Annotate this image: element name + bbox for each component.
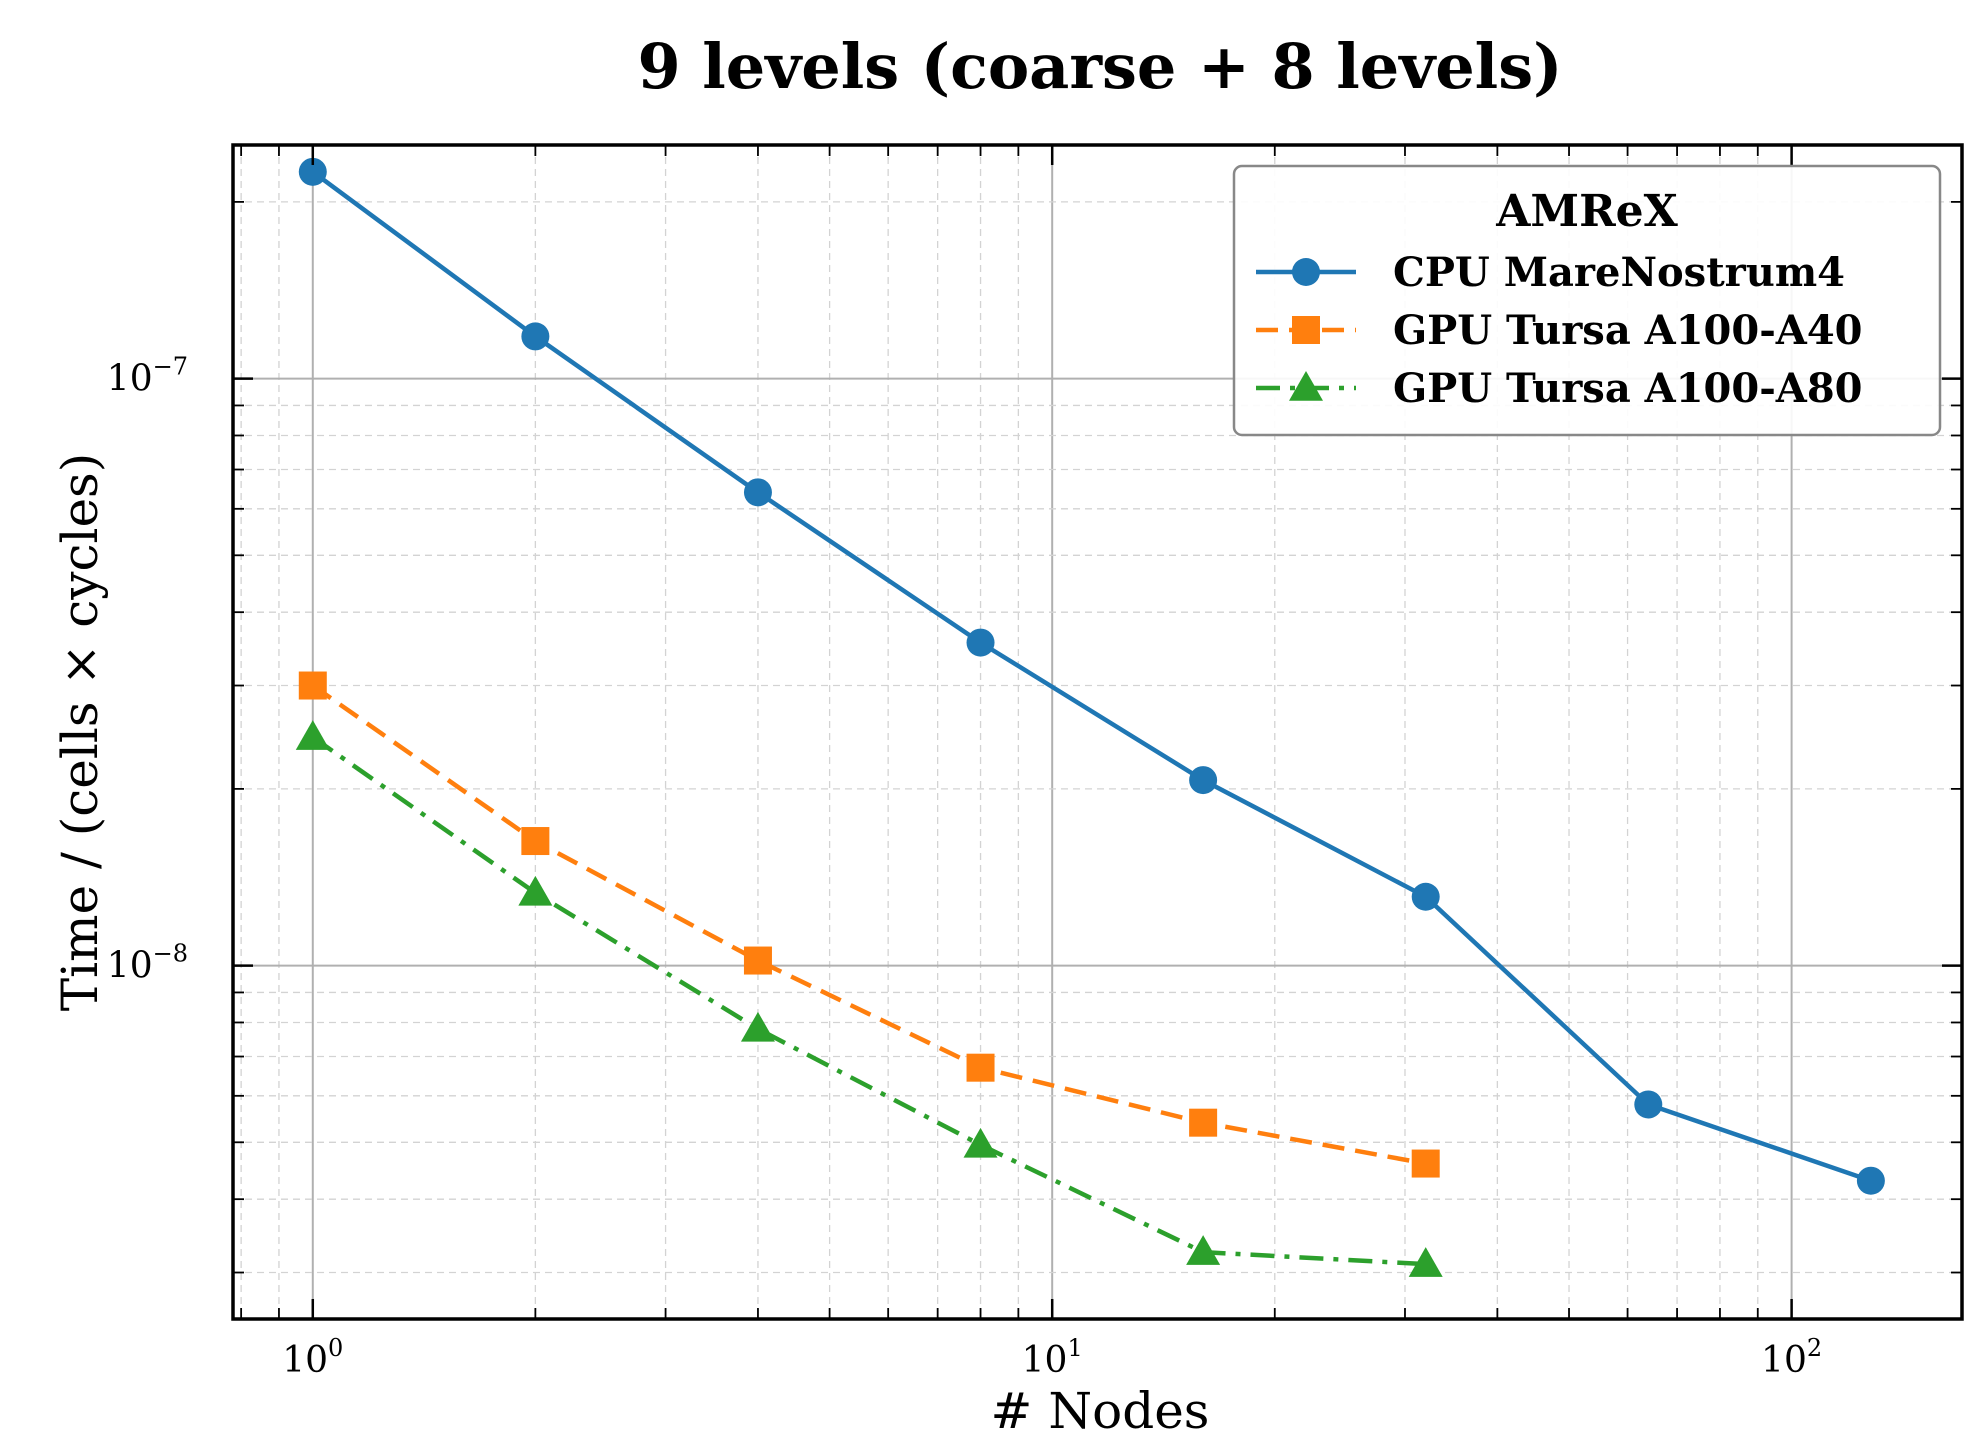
legend-entry: GPU Tursa A100-A80 (1256, 365, 1863, 412)
data-point (1634, 1090, 1663, 1119)
x-tick-label: 102 (1761, 1334, 1822, 1381)
legend-entry: CPU MareNostrum4 (1256, 249, 1845, 296)
legend-label: GPU Tursa A100-A80 (1393, 365, 1863, 412)
legend-title: AMReX (1495, 186, 1678, 237)
x-tick-label: 100 (282, 1334, 343, 1381)
data-point (1411, 1149, 1440, 1178)
legend-marker (1292, 258, 1320, 286)
legend-entry: GPU Tursa A100-A40 (1256, 307, 1863, 354)
series-1 (298, 671, 1440, 1178)
data-point (1189, 766, 1218, 795)
y-tick-label: 10−7 (107, 353, 188, 400)
data-point (521, 322, 550, 351)
data-point (298, 671, 327, 700)
data-point (1856, 1166, 1885, 1195)
data-point (518, 875, 553, 906)
data-point (743, 478, 772, 507)
data-point (966, 1053, 995, 1082)
data-point (740, 1011, 775, 1042)
data-point (963, 1127, 998, 1158)
y-axis-label: Time / (cells × cycles) (51, 453, 109, 1011)
data-point (298, 157, 327, 186)
series-line (311, 170, 1872, 1183)
x-tick-label: 101 (1022, 1334, 1083, 1381)
series-line (311, 683, 1427, 1166)
legend-marker (1292, 316, 1320, 344)
data-point (1189, 1108, 1218, 1137)
series-layer (295, 157, 1885, 1277)
series-2 (295, 720, 1443, 1277)
data-point (1186, 1235, 1221, 1265)
data-point (743, 946, 772, 975)
plot-frame (231, 143, 1964, 1321)
legend-box (1232, 164, 1942, 437)
legend-label: GPU Tursa A100-A40 (1393, 307, 1863, 354)
data-point (521, 827, 550, 856)
y-tick-label: 10−8 (107, 940, 188, 987)
axis-ticks: 100 101 102 10−8 10−7 (107, 145, 1962, 1381)
legend: AMReX CPU MareNostrum4 GPU Tursa A100-A40… (1232, 164, 1942, 437)
legend-entries: CPU MareNostrum4 GPU Tursa A100-A40 GPU Tu… (1256, 249, 1863, 412)
data-point (1411, 882, 1440, 911)
legend-marker (1289, 371, 1323, 401)
chart-title: 9 levels (coarse + 8 levels) (638, 30, 1563, 103)
series-line (311, 735, 1426, 1267)
data-point (966, 628, 995, 657)
data-point (295, 720, 330, 750)
x-axis-label: # Nodes (991, 1382, 1210, 1440)
data-point (1408, 1247, 1443, 1277)
series-0 (298, 157, 1885, 1195)
legend-label: CPU MareNostrum4 (1393, 249, 1845, 296)
